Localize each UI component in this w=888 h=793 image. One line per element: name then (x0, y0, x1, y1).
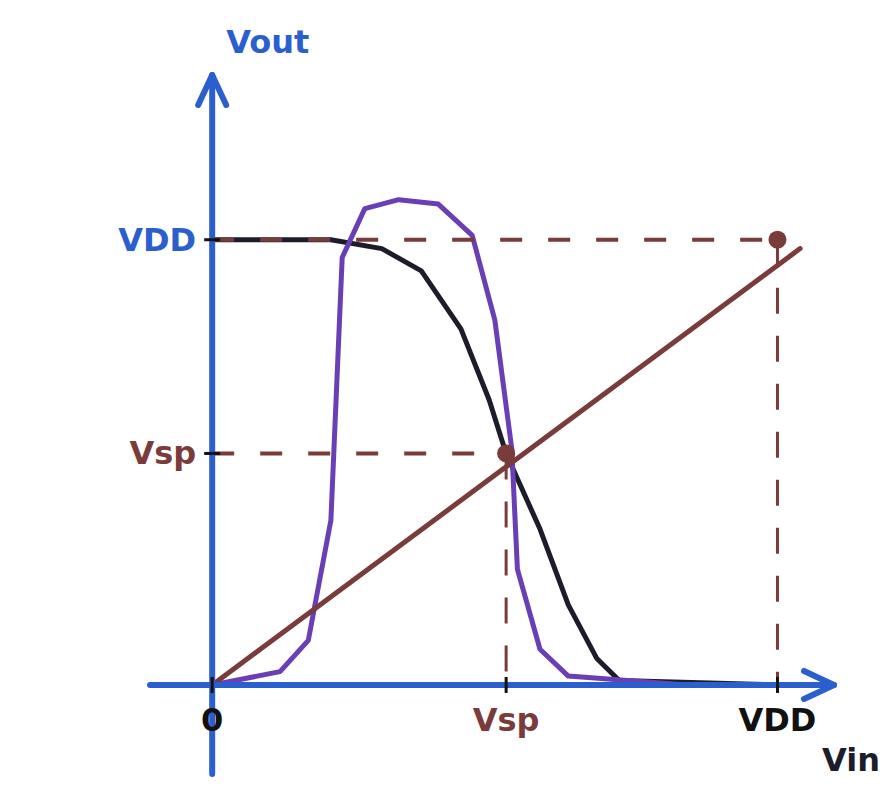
y-tick (204, 452, 220, 455)
chart: 0VspVDDVspVDDVinVout (0, 0, 888, 793)
guide-line (776, 240, 779, 685)
y-arrow (198, 75, 226, 105)
x-axis (150, 682, 834, 688)
y-tick-label: Vsp (129, 434, 196, 472)
y-axis (209, 75, 215, 774)
x-tick (505, 677, 508, 693)
x-axis-title: Vin (822, 741, 880, 779)
guide-line (212, 451, 506, 455)
y-tick (204, 238, 220, 241)
x-tick-label: Vsp (473, 701, 540, 739)
series-line (212, 249, 800, 685)
x-tick-label: VDD (739, 701, 817, 739)
switch-point (497, 444, 515, 462)
x-tick (776, 677, 779, 693)
x-tick-label: 0 (201, 701, 223, 739)
guide-line (212, 238, 777, 242)
series-line (212, 240, 777, 685)
x-tick (211, 677, 214, 693)
x-arrow (804, 671, 834, 699)
y-tick-label: VDD (118, 221, 196, 259)
y-axis-title: Vout (226, 23, 309, 61)
series-line (212, 200, 687, 685)
switch-point (768, 231, 786, 249)
guide-line (505, 453, 508, 685)
series-group (212, 200, 800, 685)
